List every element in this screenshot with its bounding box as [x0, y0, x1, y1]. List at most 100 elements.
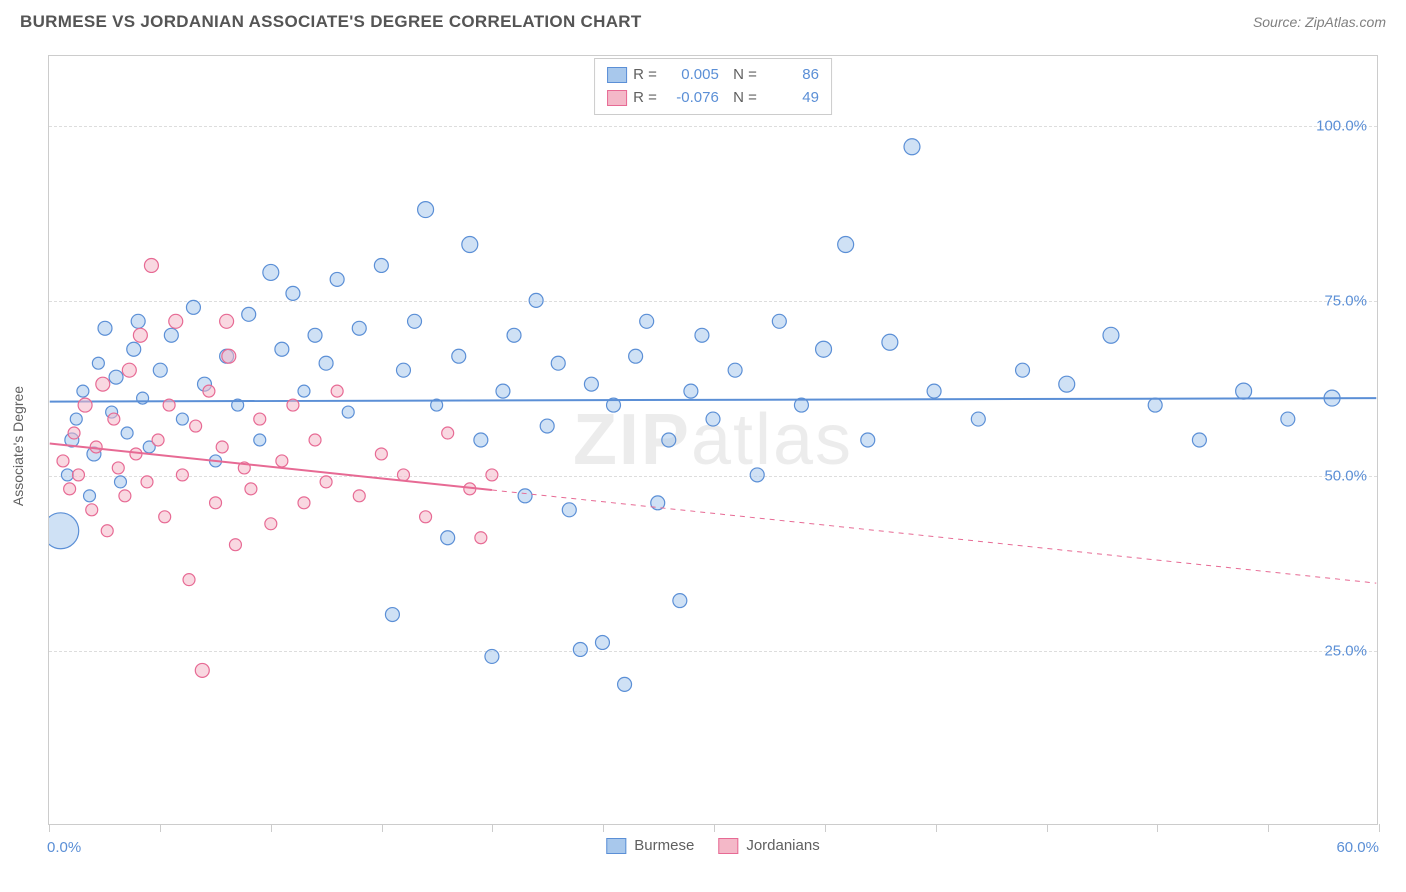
x-tick — [160, 824, 161, 832]
r-label: R = — [633, 64, 657, 87]
scatter-point — [98, 321, 112, 335]
x-tick — [382, 824, 383, 832]
legend-row-jordanians: R = -0.076 N = 49 — [607, 87, 819, 110]
scatter-point — [133, 328, 147, 342]
scatter-point — [183, 574, 195, 586]
scatter-point — [84, 490, 96, 502]
scatter-point — [475, 532, 487, 544]
scatter-point — [57, 455, 69, 467]
scatter-point — [203, 385, 215, 397]
scatter-point — [882, 334, 898, 350]
scatter-point — [309, 434, 321, 446]
x-tick — [492, 824, 493, 832]
scatter-point — [114, 476, 126, 488]
x-tick — [1268, 824, 1269, 832]
scatter-point — [163, 399, 175, 411]
x-tick — [49, 824, 50, 832]
scatter-point — [418, 202, 434, 218]
scatter-point — [127, 342, 141, 356]
correlation-legend: R = 0.005 N = 86 R = -0.076 N = 49 — [594, 58, 832, 115]
scatter-point — [112, 462, 124, 474]
scatter-point — [169, 314, 183, 328]
scatter-point — [750, 468, 764, 482]
scatter-point — [331, 385, 343, 397]
scatter-point — [408, 314, 422, 328]
legend-label-jordanians: Jordanians — [746, 837, 819, 854]
y-axis-label: Associate's Degree — [10, 386, 26, 506]
scatter-point — [131, 314, 145, 328]
chart-plot-area: 25.0%50.0%75.0%100.0% ZIPatlas R = 0.005… — [48, 55, 1378, 825]
swatch-burmese — [607, 67, 627, 83]
scatter-point — [330, 272, 344, 286]
scatter-point — [595, 635, 609, 649]
scatter-point — [353, 490, 365, 502]
scatter-point — [485, 649, 499, 663]
scatter-point — [385, 608, 399, 622]
scatter-point — [298, 497, 310, 509]
scatter-point — [474, 433, 488, 447]
scatter-point — [673, 594, 687, 608]
scatter-point — [584, 377, 598, 391]
n-value-burmese: 86 — [763, 64, 819, 87]
scatter-point — [276, 455, 288, 467]
scatter-point — [927, 384, 941, 398]
scatter-point — [420, 511, 432, 523]
chart-header: BURMESE VS JORDANIAN ASSOCIATE'S DEGREE … — [0, 0, 1406, 40]
scatter-point — [229, 539, 241, 551]
scatter-point — [92, 357, 104, 369]
scatter-point — [190, 420, 202, 432]
scatter-point — [706, 412, 720, 426]
scatter-point — [121, 427, 133, 439]
scatter-point — [507, 328, 521, 342]
scatter-point — [222, 349, 236, 363]
x-tick — [825, 824, 826, 832]
scatter-point — [96, 377, 110, 391]
scatter-point — [220, 314, 234, 328]
scatter-point — [210, 497, 222, 509]
scatter-point — [496, 384, 510, 398]
scatter-point — [144, 258, 158, 272]
scatter-point — [861, 433, 875, 447]
scatter-point — [1192, 433, 1206, 447]
scatter-point — [77, 385, 89, 397]
scatter-point — [78, 398, 92, 412]
scatter-point — [308, 328, 322, 342]
scatter-point — [49, 513, 79, 549]
series-legend: Burmese Jordanians — [606, 837, 819, 854]
x-tick — [271, 824, 272, 832]
scatter-point — [141, 476, 153, 488]
r-value-burmese: 0.005 — [663, 64, 719, 87]
scatter-point — [186, 300, 200, 314]
x-tick — [1379, 824, 1380, 832]
x-tick — [1157, 824, 1158, 832]
scatter-point — [287, 399, 299, 411]
swatch-jordanians — [718, 838, 738, 854]
x-max-label: 60.0% — [1336, 839, 1379, 856]
n-label: N = — [725, 64, 757, 87]
scatter-point — [540, 419, 554, 433]
scatter-point — [397, 469, 409, 481]
scatter-point — [68, 427, 80, 439]
scatter-point — [441, 531, 455, 545]
scatter-point — [195, 663, 209, 677]
scatter-point — [176, 413, 188, 425]
scatter-point — [396, 363, 410, 377]
scatter-point — [70, 413, 82, 425]
swatch-burmese — [606, 838, 626, 854]
scatter-point — [86, 504, 98, 516]
scatter-point — [298, 385, 310, 397]
scatter-point — [352, 321, 366, 335]
trend-line-solid — [50, 398, 1377, 401]
n-value-jordanians: 49 — [763, 87, 819, 110]
scatter-point — [695, 328, 709, 342]
scatter-point — [728, 363, 742, 377]
scatter-point — [109, 370, 123, 384]
n-label: N = — [725, 87, 757, 110]
scatter-point — [286, 286, 300, 300]
scatter-point — [254, 434, 266, 446]
scatter-point — [254, 413, 266, 425]
scatter-point — [164, 328, 178, 342]
source-attribution: Source: ZipAtlas.com — [1253, 14, 1386, 30]
scatter-point — [72, 469, 84, 481]
scatter-point — [452, 349, 466, 363]
